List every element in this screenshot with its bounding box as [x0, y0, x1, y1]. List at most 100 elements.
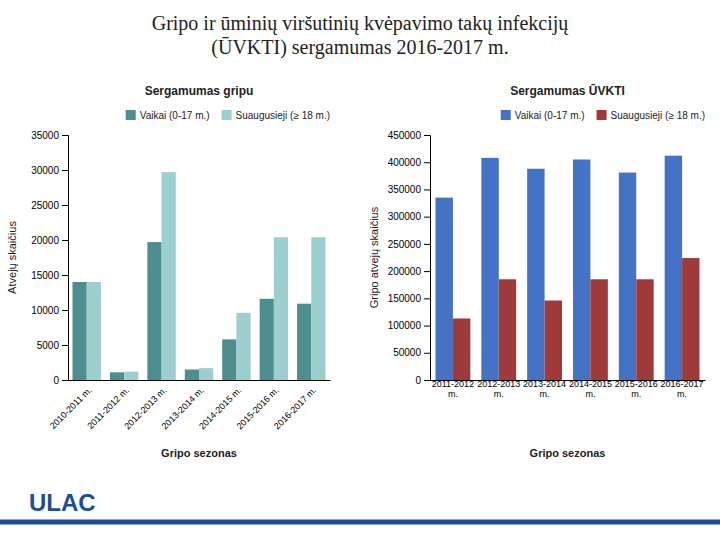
x-axis-label: Gripo sezonas — [530, 447, 606, 459]
text-line: 2014-2015 — [569, 379, 612, 389]
tick-label: 2014-2015m. — [569, 379, 612, 399]
tick: 400000 — [388, 157, 430, 168]
bar — [436, 198, 453, 380]
y-axis-label: Gripo atvejų skaičius — [368, 206, 380, 308]
tick-label: 400000 — [388, 157, 422, 168]
legend-swatch — [222, 110, 232, 120]
text-line: 2015-2016 — [615, 379, 658, 389]
legend: Vaikai (0-17 m.)Suaugusieji (≥ 18 m.) — [501, 110, 705, 121]
tick: 0 — [415, 375, 430, 386]
x-axis: 2011-2012m.2012-2013m.2013-2014m.2014-20… — [431, 379, 706, 399]
tick-label: 150000 — [388, 293, 422, 304]
tick-label: 2012-2013m. — [477, 379, 520, 399]
tick: 2013-2014m. — [523, 379, 566, 399]
tick: 15000 — [31, 270, 68, 281]
bar — [222, 339, 236, 380]
tick-mark — [62, 205, 68, 206]
text-line: m. — [540, 389, 550, 399]
tick: 50000 — [393, 347, 430, 358]
tick-label: 35000 — [31, 130, 59, 141]
bar — [636, 279, 653, 380]
bar — [481, 158, 498, 380]
text-line: 2011-2012 — [432, 379, 474, 389]
tick-mark — [424, 135, 430, 136]
tick: 200000 — [388, 266, 430, 277]
tick-mark — [424, 271, 430, 272]
annotation: ULAC — [29, 489, 96, 516]
tick: 5000 — [37, 340, 68, 351]
tick: 10000 — [31, 305, 68, 316]
tick-mark — [62, 275, 68, 276]
tick-label: 30000 — [31, 165, 59, 176]
tick: 2014-2015m. — [569, 379, 612, 399]
x-axis: 2010-2011 m.2011-2012 m.2012-2013 m.2013… — [48, 381, 331, 432]
text-line: 2016-2017 — [661, 379, 704, 389]
tick-mark — [424, 162, 430, 163]
tick-label: 300000 — [388, 211, 422, 222]
tick-mark — [424, 326, 430, 327]
tick-label: 2013-2014m. — [523, 379, 566, 399]
tick-label: 450000 — [388, 130, 422, 141]
text-line: m. — [677, 389, 687, 399]
tick-label: 2016-2017m. — [661, 379, 704, 399]
legend-label: Suaugusieji (≥ 18 m.) — [236, 110, 330, 121]
bar — [87, 282, 101, 380]
tick-mark — [62, 135, 68, 136]
legend-swatch — [126, 110, 136, 120]
bar — [453, 318, 470, 380]
tick: 300000 — [388, 211, 430, 222]
tick-mark — [62, 345, 68, 346]
legend-item: Vaikai (0-17 m.) — [501, 110, 585, 121]
axis-line — [424, 136, 431, 381]
bar — [110, 372, 124, 380]
bar — [72, 282, 86, 380]
chart-root: Gripo ir ūminių viršutinių kvėpavimo tak… — [0, 0, 720, 540]
text-line: m. — [494, 389, 504, 399]
tick-label: 0 — [53, 375, 59, 386]
subplot-title: Sergamumas ŪVKTI — [510, 84, 625, 98]
bar-series — [87, 172, 326, 380]
text-line: 2013-2014 — [523, 379, 566, 389]
text-line: m. — [448, 389, 458, 399]
tick: 150000 — [388, 293, 430, 304]
bar-series — [436, 156, 683, 380]
bar — [260, 299, 274, 380]
tick-label: 2011-2012m. — [432, 379, 474, 399]
tick-label: 50000 — [393, 347, 421, 358]
tick: 350000 — [388, 184, 430, 195]
tick: 35000 — [31, 130, 68, 141]
axis-line — [69, 380, 331, 381]
y-axis-label: Atvejų skaičius — [6, 221, 18, 294]
y-axis: 0 50000 100000 150000 200000 250000 300000 3500… — [388, 130, 431, 386]
bar — [297, 304, 311, 380]
tick-mark — [424, 298, 430, 299]
legend: Vaikai (0-17 m.) Suaugusieji (≥ 18 m.) — [126, 110, 330, 121]
bars — [72, 172, 325, 380]
tick-label: 5000 — [37, 340, 60, 351]
tick-label: 0 — [415, 375, 421, 386]
tick-mark — [62, 310, 68, 311]
axis-line — [62, 136, 69, 381]
bar — [682, 258, 699, 380]
tick: 2011-2012m. — [432, 379, 474, 399]
tick: 0 — [53, 375, 68, 386]
text-line: (ŪVKTI) sergamumas 2016-2017 m. — [211, 36, 508, 59]
subplot-title: Sergamumas gripu — [145, 84, 254, 98]
subplot: 0 50000 100000 150000 200000 250000 300000 3500… — [368, 84, 706, 459]
tick: 100000 — [388, 320, 430, 331]
bar — [545, 301, 562, 380]
text-line: Gripo ir ūminių viršutinių kvėpavimo tak… — [152, 12, 570, 35]
tick-label: 250000 — [388, 239, 422, 250]
footer-rule — [0, 520, 720, 525]
tick-label: 10000 — [31, 305, 59, 316]
tick-label: 200000 — [388, 266, 422, 277]
bar — [185, 370, 199, 381]
tick: 250000 — [388, 239, 430, 250]
bar — [499, 279, 516, 380]
tick: 450000 — [388, 130, 430, 141]
tick: 2016-2017 m. — [272, 385, 318, 431]
tick: 2012-2013m. — [477, 379, 520, 399]
y-axis: 05000100001500020000250003000035000 — [31, 130, 68, 386]
legend-item: Vaikai (0-17 m.) — [126, 110, 210, 121]
bar — [199, 368, 213, 380]
